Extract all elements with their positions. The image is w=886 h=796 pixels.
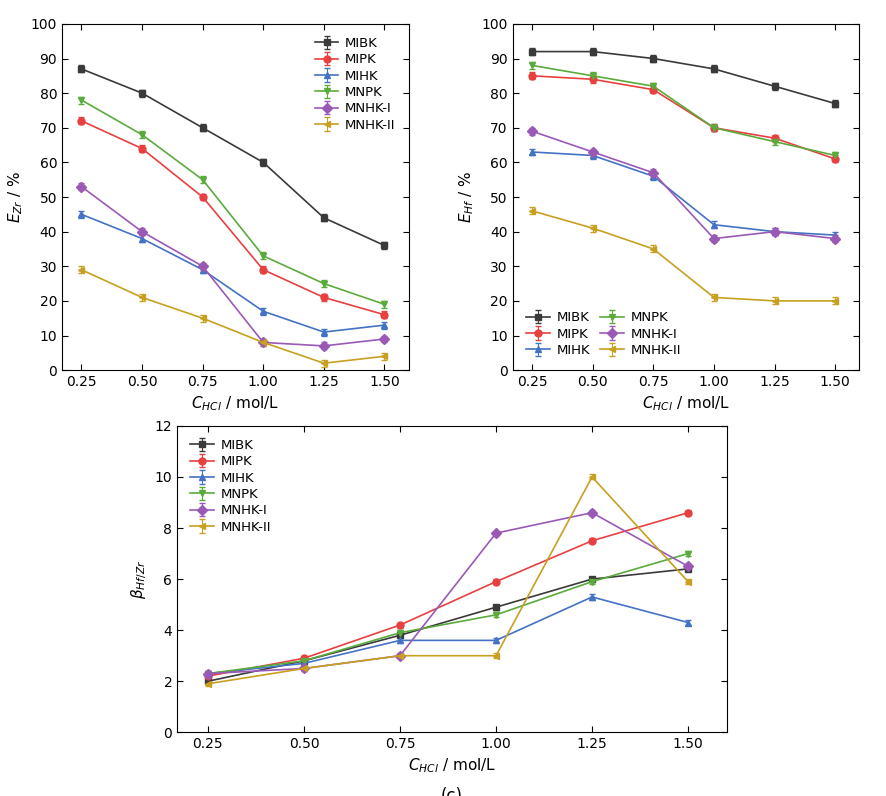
Text: (b): (b) <box>674 429 698 447</box>
Legend: MIBK, MIPK, MIHK, MNPK, MNHK-I, MNHK-II: MIBK, MIPK, MIHK, MNPK, MNHK-I, MNHK-II <box>183 432 278 540</box>
Y-axis label: $\beta_{Hf/Zr}$: $\beta_{Hf/Zr}$ <box>129 560 149 599</box>
Y-axis label: $E_{Hf}$ / %: $E_{Hf}$ / % <box>457 171 476 223</box>
Text: (a): (a) <box>224 429 247 447</box>
Text: (c): (c) <box>441 787 462 796</box>
Legend: MIBK, MIPK, MIHK, MNPK, MNHK-I, MNHK-II: MIBK, MIPK, MIHK, MNPK, MNHK-I, MNHK-II <box>308 30 402 139</box>
X-axis label: $C_{HCl}$ / mol/L: $C_{HCl}$ / mol/L <box>642 395 730 413</box>
X-axis label: $C_{HCl}$ / mol/L: $C_{HCl}$ / mol/L <box>408 757 496 775</box>
X-axis label: $C_{HCl}$ / mol/L: $C_{HCl}$ / mol/L <box>191 395 279 413</box>
Y-axis label: $E_{Zr}$ / %: $E_{Zr}$ / % <box>6 171 25 223</box>
Legend: MIBK, MIPK, MIHK, MNPK, MNHK-I, MNHK-II: MIBK, MIPK, MIHK, MNPK, MNHK-I, MNHK-II <box>519 305 688 364</box>
